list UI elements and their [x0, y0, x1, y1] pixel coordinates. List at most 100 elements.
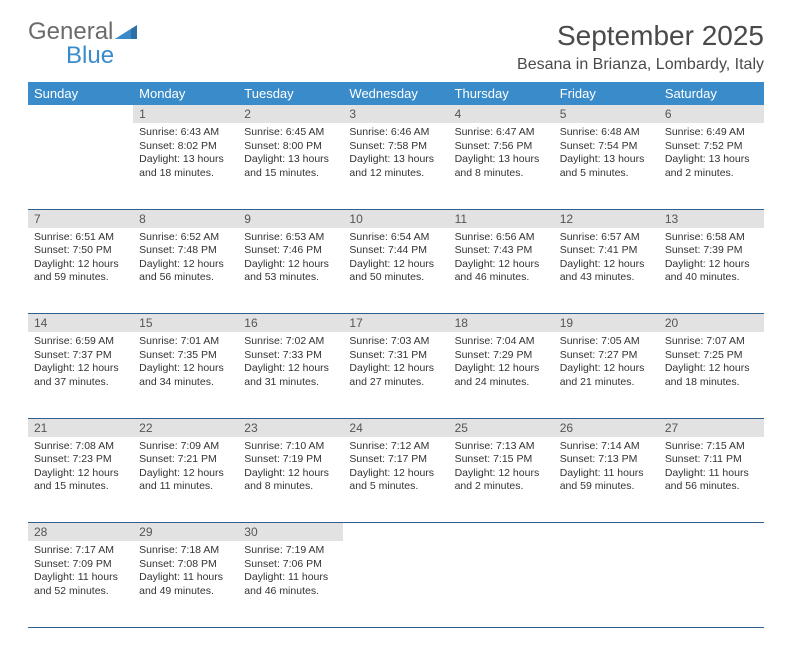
day-number: 13	[659, 209, 764, 228]
day-number-row: 123456	[28, 105, 764, 123]
daylight-text: Daylight: 12 hours and 46 minutes.	[455, 258, 548, 285]
day-number: 2	[238, 105, 343, 123]
sunset-text: Sunset: 7:19 PM	[244, 453, 337, 467]
day-cell	[28, 123, 133, 209]
sunset-text: Sunset: 7:15 PM	[455, 453, 548, 467]
day-cell: Sunrise: 7:17 AMSunset: 7:09 PMDaylight:…	[28, 541, 133, 627]
weekday-header: Monday	[133, 82, 238, 105]
logo-triangle-icon	[115, 23, 137, 44]
sunset-text: Sunset: 7:25 PM	[665, 349, 758, 363]
sunset-text: Sunset: 8:00 PM	[244, 140, 337, 154]
day-content-row: Sunrise: 7:08 AMSunset: 7:23 PMDaylight:…	[28, 437, 764, 523]
sunset-text: Sunset: 7:11 PM	[665, 453, 758, 467]
logo: General Blue	[28, 20, 137, 68]
day-number: 15	[133, 314, 238, 333]
day-cell: Sunrise: 6:45 AMSunset: 8:00 PMDaylight:…	[238, 123, 343, 209]
sunrise-text: Sunrise: 6:58 AM	[665, 231, 758, 245]
day-number: 26	[554, 418, 659, 437]
sunrise-text: Sunrise: 6:47 AM	[455, 126, 548, 140]
day-content-row: Sunrise: 6:51 AMSunset: 7:50 PMDaylight:…	[28, 228, 764, 314]
day-number: 1	[133, 105, 238, 123]
sunset-text: Sunset: 7:09 PM	[34, 558, 127, 572]
day-cell: Sunrise: 6:52 AMSunset: 7:48 PMDaylight:…	[133, 228, 238, 314]
day-number: 5	[554, 105, 659, 123]
sunrise-text: Sunrise: 7:18 AM	[139, 544, 232, 558]
sunrise-text: Sunrise: 7:03 AM	[349, 335, 442, 349]
daylight-text: Daylight: 11 hours and 52 minutes.	[34, 571, 127, 598]
sunset-text: Sunset: 7:33 PM	[244, 349, 337, 363]
day-number: 25	[449, 418, 554, 437]
day-number: 20	[659, 314, 764, 333]
day-number: 30	[238, 523, 343, 542]
day-cell: Sunrise: 7:04 AMSunset: 7:29 PMDaylight:…	[449, 332, 554, 418]
sunrise-text: Sunrise: 6:59 AM	[34, 335, 127, 349]
month-title: September 2025	[517, 20, 764, 52]
weekday-header: Wednesday	[343, 82, 448, 105]
day-number: 16	[238, 314, 343, 333]
day-cell: Sunrise: 7:14 AMSunset: 7:13 PMDaylight:…	[554, 437, 659, 523]
day-cell: Sunrise: 6:47 AMSunset: 7:56 PMDaylight:…	[449, 123, 554, 209]
sunrise-text: Sunrise: 7:17 AM	[34, 544, 127, 558]
day-cell	[343, 541, 448, 627]
sunset-text: Sunset: 7:29 PM	[455, 349, 548, 363]
day-cell: Sunrise: 7:12 AMSunset: 7:17 PMDaylight:…	[343, 437, 448, 523]
sunrise-text: Sunrise: 7:13 AM	[455, 440, 548, 454]
day-cell: Sunrise: 7:19 AMSunset: 7:06 PMDaylight:…	[238, 541, 343, 627]
calendar-table: Sunday Monday Tuesday Wednesday Thursday…	[28, 82, 764, 628]
day-cell	[659, 541, 764, 627]
daylight-text: Daylight: 13 hours and 2 minutes.	[665, 153, 758, 180]
daylight-text: Daylight: 12 hours and 8 minutes.	[244, 467, 337, 494]
sunrise-text: Sunrise: 6:53 AM	[244, 231, 337, 245]
sunrise-text: Sunrise: 7:14 AM	[560, 440, 653, 454]
sunrise-text: Sunrise: 6:57 AM	[560, 231, 653, 245]
sunset-text: Sunset: 7:52 PM	[665, 140, 758, 154]
day-number	[449, 523, 554, 542]
day-number: 24	[343, 418, 448, 437]
daylight-text: Daylight: 11 hours and 56 minutes.	[665, 467, 758, 494]
sunrise-text: Sunrise: 7:07 AM	[665, 335, 758, 349]
sunset-text: Sunset: 7:48 PM	[139, 244, 232, 258]
day-number: 21	[28, 418, 133, 437]
day-number: 17	[343, 314, 448, 333]
weekday-header: Friday	[554, 82, 659, 105]
sunrise-text: Sunrise: 7:09 AM	[139, 440, 232, 454]
sunset-text: Sunset: 7:27 PM	[560, 349, 653, 363]
day-cell: Sunrise: 7:07 AMSunset: 7:25 PMDaylight:…	[659, 332, 764, 418]
day-content-row: Sunrise: 6:43 AMSunset: 8:02 PMDaylight:…	[28, 123, 764, 209]
sunset-text: Sunset: 7:23 PM	[34, 453, 127, 467]
sunset-text: Sunset: 7:17 PM	[349, 453, 442, 467]
day-cell: Sunrise: 6:49 AMSunset: 7:52 PMDaylight:…	[659, 123, 764, 209]
daylight-text: Daylight: 13 hours and 15 minutes.	[244, 153, 337, 180]
day-cell: Sunrise: 7:08 AMSunset: 7:23 PMDaylight:…	[28, 437, 133, 523]
logo-text-blue: Blue	[66, 42, 114, 69]
day-number	[28, 105, 133, 123]
daylight-text: Daylight: 12 hours and 18 minutes.	[665, 362, 758, 389]
day-cell: Sunrise: 6:56 AMSunset: 7:43 PMDaylight:…	[449, 228, 554, 314]
sunset-text: Sunset: 7:50 PM	[34, 244, 127, 258]
sunset-text: Sunset: 7:13 PM	[560, 453, 653, 467]
daylight-text: Daylight: 13 hours and 18 minutes.	[139, 153, 232, 180]
daylight-text: Daylight: 12 hours and 43 minutes.	[560, 258, 653, 285]
day-content-row: Sunrise: 6:59 AMSunset: 7:37 PM Daylight:…	[28, 332, 764, 418]
daylight-text: Daylight: 12 hours and 59 minutes.	[34, 258, 127, 285]
day-cell: Sunrise: 6:43 AMSunset: 8:02 PMDaylight:…	[133, 123, 238, 209]
day-number	[554, 523, 659, 542]
day-cell: Sunrise: 6:53 AMSunset: 7:46 PMDaylight:…	[238, 228, 343, 314]
day-cell: Sunrise: 6:54 AMSunset: 7:44 PMDaylight:…	[343, 228, 448, 314]
sunrise-text: Sunrise: 7:01 AM	[139, 335, 232, 349]
sunrise-text: Sunrise: 7:02 AM	[244, 335, 337, 349]
sunset-text: Sunset: 7:56 PM	[455, 140, 548, 154]
daylight-text: Daylight: 13 hours and 8 minutes.	[455, 153, 548, 180]
sunrise-text: Sunrise: 7:08 AM	[34, 440, 127, 454]
day-number: 3	[343, 105, 448, 123]
daylight-text: Daylight: 12 hours and 50 minutes.	[349, 258, 442, 285]
daylight-text: Daylight: 13 hours and 12 minutes.	[349, 153, 442, 180]
sunset-text: Sunset: 7:37 PM	[34, 349, 127, 363]
day-cell: Sunrise: 6:58 AMSunset: 7:39 PMDaylight:…	[659, 228, 764, 314]
day-number	[343, 523, 448, 542]
sunrise-text: Sunrise: 7:12 AM	[349, 440, 442, 454]
day-cell: Sunrise: 7:09 AMSunset: 7:21 PMDaylight:…	[133, 437, 238, 523]
daylight-text: Daylight: 12 hours and 5 minutes.	[349, 467, 442, 494]
day-cell: Sunrise: 6:51 AMSunset: 7:50 PMDaylight:…	[28, 228, 133, 314]
daylight-text: Daylight: 12 hours and 15 minutes.	[34, 467, 127, 494]
